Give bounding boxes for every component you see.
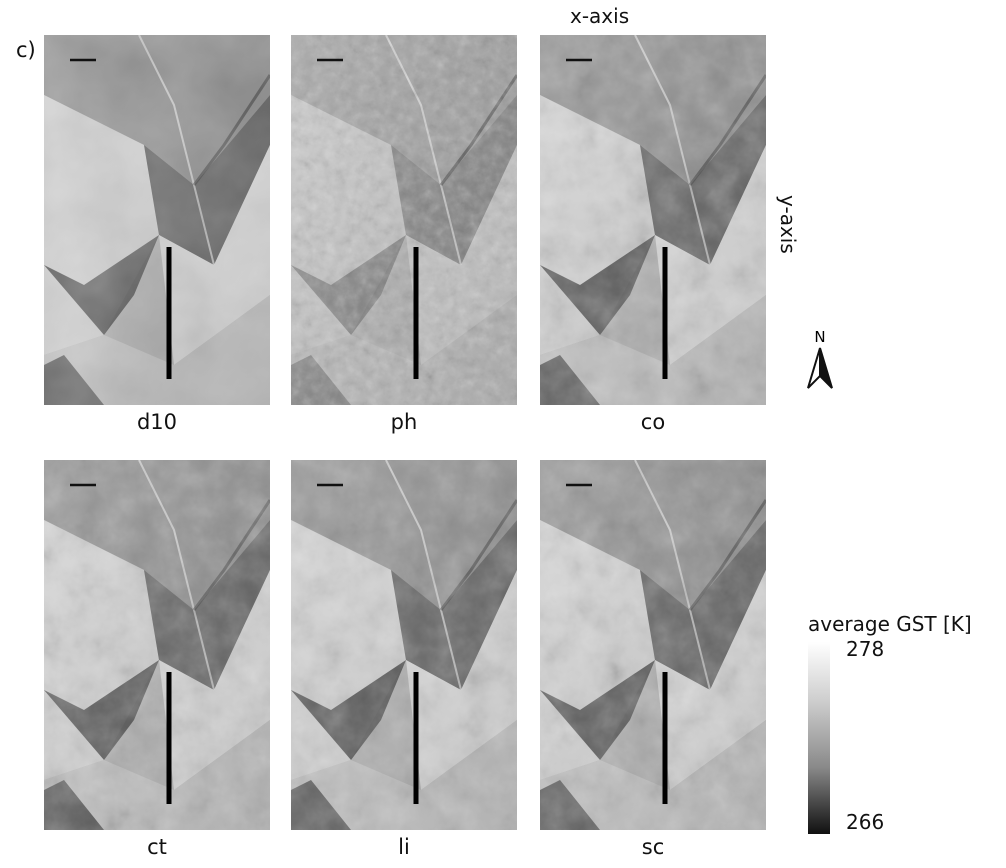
- map-panel-d10: [44, 35, 270, 405]
- colorbar-max-label: 278: [846, 637, 885, 661]
- y-axis-label: y-axis: [776, 195, 800, 254]
- north-arrow-icon: N: [805, 326, 835, 392]
- panel-label-ct: ct: [147, 835, 167, 859]
- colorbar: [808, 642, 830, 834]
- map-panel-ct: [44, 460, 270, 830]
- x-axis-label: x-axis: [570, 4, 630, 28]
- colorbar-min-label: 266: [846, 810, 885, 834]
- map-panel-li: [291, 460, 517, 830]
- panel-label-ph: ph: [390, 410, 418, 434]
- panel-label-sc: sc: [641, 835, 665, 859]
- figure-label: c): [16, 38, 36, 62]
- panel-label-li: li: [398, 835, 410, 859]
- north-letter: N: [814, 328, 825, 346]
- panel-label-co: co: [640, 410, 666, 434]
- legend-title: average GST [K]: [808, 612, 972, 636]
- map-panel-ph: [291, 35, 517, 405]
- map-panel-sc: [540, 460, 766, 830]
- panel-label-d10: d10: [136, 410, 178, 434]
- map-panel-co: [540, 35, 766, 405]
